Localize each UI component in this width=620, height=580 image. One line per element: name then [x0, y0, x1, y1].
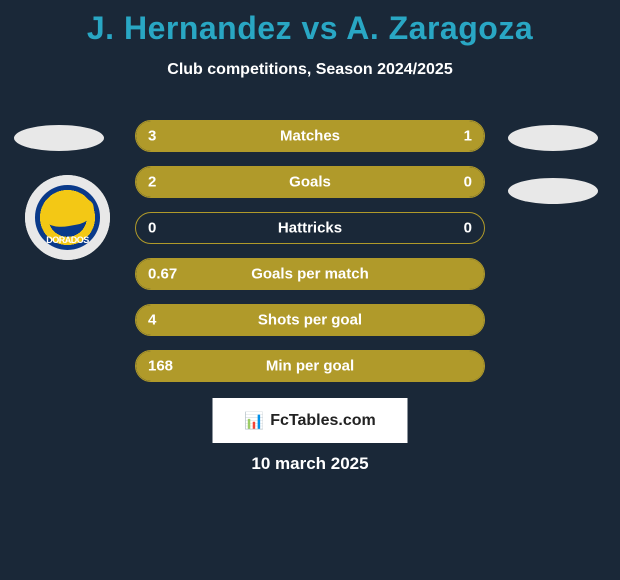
stat-value-left: 168 [148, 358, 173, 375]
stat-row: 168 Min per goal [135, 350, 485, 382]
avatar-shadow-left [14, 125, 104, 151]
stat-label: Min per goal [266, 358, 354, 375]
subtitle: Club competitions, Season 2024/2025 [0, 61, 620, 79]
avatar-shadow-right1 [508, 125, 598, 151]
stat-value-right: 0 [464, 220, 472, 237]
stat-label: Shots per goal [258, 312, 362, 329]
player-left-badge: DORADOS [25, 175, 110, 260]
stat-bar-left [136, 121, 397, 151]
stat-value-left: 0 [148, 220, 156, 237]
stat-row: 4 Shots per goal [135, 304, 485, 336]
stat-row: 0.67 Goals per match [135, 258, 485, 290]
stat-row: 3 1 Matches [135, 120, 485, 152]
watermark-text: FcTables.com [270, 412, 376, 430]
stat-label: Hattricks [278, 220, 342, 237]
stat-bar-left [136, 167, 397, 197]
date-label: 10 march 2025 [0, 454, 620, 474]
club-badge-text: DORADOS [35, 235, 100, 245]
stat-row: 2 0 Goals [135, 166, 485, 198]
club-badge-inner: DORADOS [35, 185, 100, 250]
watermark: 📊 FcTables.com [213, 398, 408, 443]
fish-icon [40, 193, 96, 231]
stat-value-left: 2 [148, 174, 156, 191]
stats-container: 3 1 Matches 2 0 Goals 0 0 Hattricks 0.67 Goals per… [135, 120, 485, 396]
stat-label: Matches [280, 128, 340, 145]
stat-value-left: 3 [148, 128, 156, 145]
club-badge: DORADOS [25, 175, 110, 260]
watermark-icon: 📊 [244, 411, 264, 431]
page-title: J. Hernandez vs A. Zaragoza [0, 0, 620, 47]
stat-row: 0 0 Hattricks [135, 212, 485, 244]
stat-value-left: 4 [148, 312, 156, 329]
stat-value-right: 0 [464, 174, 472, 191]
stat-label: Goals [289, 174, 331, 191]
stat-label: Goals per match [251, 266, 369, 283]
avatar-shadow-right2 [508, 178, 598, 204]
stat-value-left: 0.67 [148, 266, 177, 283]
stat-value-right: 1 [464, 128, 472, 145]
